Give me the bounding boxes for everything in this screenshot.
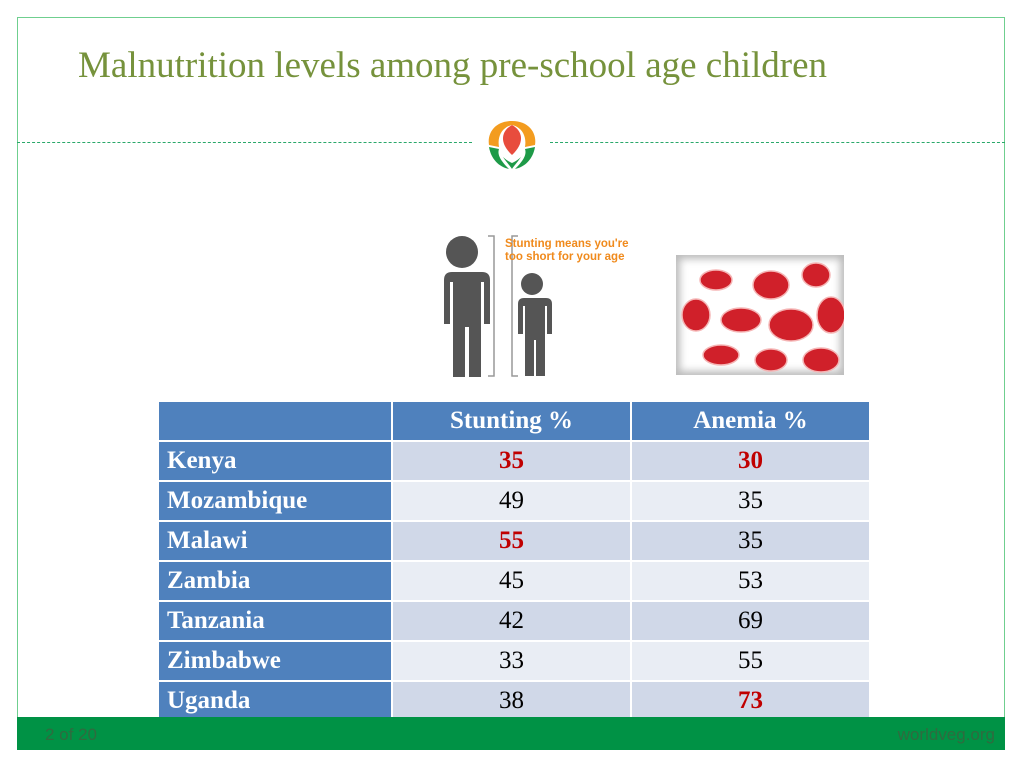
anemia-cell: 30 [630, 440, 871, 482]
country-cell: Mozambique [157, 480, 393, 522]
stunting-cell: 33 [391, 640, 632, 682]
country-cell: Kenya [157, 440, 393, 482]
stunting-cell: 45 [391, 560, 632, 602]
slide-title: Malnutrition levels among pre-school age… [78, 45, 828, 86]
stunting-cell: 49 [391, 480, 632, 522]
table-row: Zambia 45 53 [157, 560, 871, 602]
anemia-cell: 35 [630, 520, 871, 562]
header-blank [157, 400, 393, 442]
header-anemia: Anemia % [630, 400, 871, 442]
table-row: Uganda 38 73 [157, 680, 871, 722]
site-url: worldveg.org [897, 725, 995, 744]
country-cell: Uganda [157, 680, 393, 722]
malnutrition-table: Stunting % Anemia % Kenya 35 30 Mozambique 4… [157, 400, 871, 722]
stunting-caption: Stunting means you're too short for your… [505, 238, 629, 263]
anemia-cell: 73 [630, 680, 871, 722]
red-blood-cells-image [676, 255, 844, 375]
table-row: Zimbabwe 33 55 [157, 640, 871, 682]
stunting-cell: 35 [391, 440, 632, 482]
divider [550, 142, 1005, 143]
stunting-cell: 38 [391, 680, 632, 722]
table-row: Kenya 35 30 [157, 440, 871, 482]
stunting-cell: 55 [391, 520, 632, 562]
stunting-people-icon [442, 235, 552, 377]
footer-bar: 2 of 20 worldveg.org [17, 717, 1005, 750]
stunting-cell: 42 [391, 600, 632, 642]
anemia-cell: 53 [630, 560, 871, 602]
anemia-cell: 35 [630, 480, 871, 522]
table-row: Malawi 55 35 [157, 520, 871, 562]
country-cell: Malawi [157, 520, 393, 562]
table-header-row: Stunting % Anemia % [157, 400, 871, 442]
anemia-cell: 69 [630, 600, 871, 642]
anemia-cell: 55 [630, 640, 871, 682]
table-row: Tanzania 42 69 [157, 600, 871, 642]
divider [17, 142, 472, 143]
worldveg-logo-icon [488, 121, 536, 169]
page-number: 2 of 20 [45, 725, 97, 744]
table-row: Mozambique 49 35 [157, 480, 871, 522]
country-cell: Zambia [157, 560, 393, 602]
header-stunting: Stunting % [391, 400, 632, 442]
country-cell: Zimbabwe [157, 640, 393, 682]
country-cell: Tanzania [157, 600, 393, 642]
